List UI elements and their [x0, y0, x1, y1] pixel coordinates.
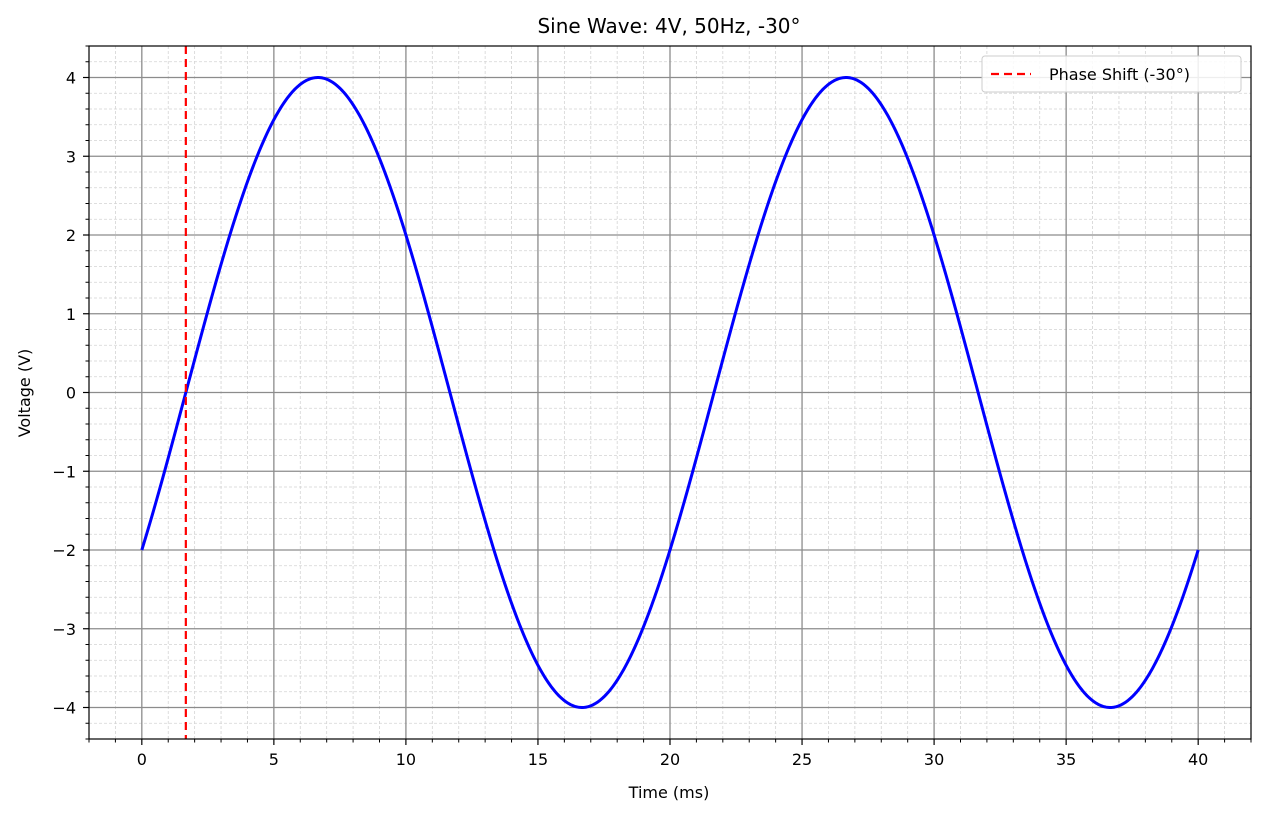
y-tick-label: −1 [52, 462, 76, 481]
y-tick-label: 1 [66, 305, 76, 324]
x-tick-label: 30 [924, 750, 944, 769]
y-tick-label: −3 [52, 620, 76, 639]
y-tick-label: −2 [52, 541, 76, 560]
y-tick-label: 4 [66, 69, 76, 88]
x-tick-label: 25 [792, 750, 812, 769]
x-tick-label: 35 [1056, 750, 1076, 769]
x-tick-label: 20 [660, 750, 680, 769]
x-tick-label: 10 [396, 750, 416, 769]
y-axis-label: Voltage (V) [15, 349, 34, 438]
y-tick-label: 0 [66, 384, 76, 403]
x-tick-label: 15 [528, 750, 548, 769]
tick-labels: 0 5 10 15 20 25 30 35 40 −4 −3 −2 −1 0 1 2 3 4 [52, 69, 1208, 770]
chart-title: Sine Wave: 4V, 50Hz, -30° [537, 14, 800, 38]
series-layer [140, 46, 1200, 739]
tick-marks [83, 45, 1252, 745]
x-tick-label: 5 [269, 750, 279, 769]
y-tick-label: 2 [66, 226, 76, 245]
sine-wave-line [140, 76, 1200, 709]
x-tick-label: 40 [1188, 750, 1208, 769]
legend-box [981, 55, 1242, 93]
x-tick-label: 0 [137, 750, 147, 769]
legend: Phase Shift (-30°) [981, 55, 1242, 93]
y-tick-label: 3 [66, 147, 76, 166]
x-axis-label: Time (ms) [628, 783, 710, 802]
major-grid [89, 46, 1251, 739]
legend-phase-shift-label: Phase Shift (-30°) [1049, 65, 1190, 84]
y-tick-label: −4 [52, 699, 76, 718]
